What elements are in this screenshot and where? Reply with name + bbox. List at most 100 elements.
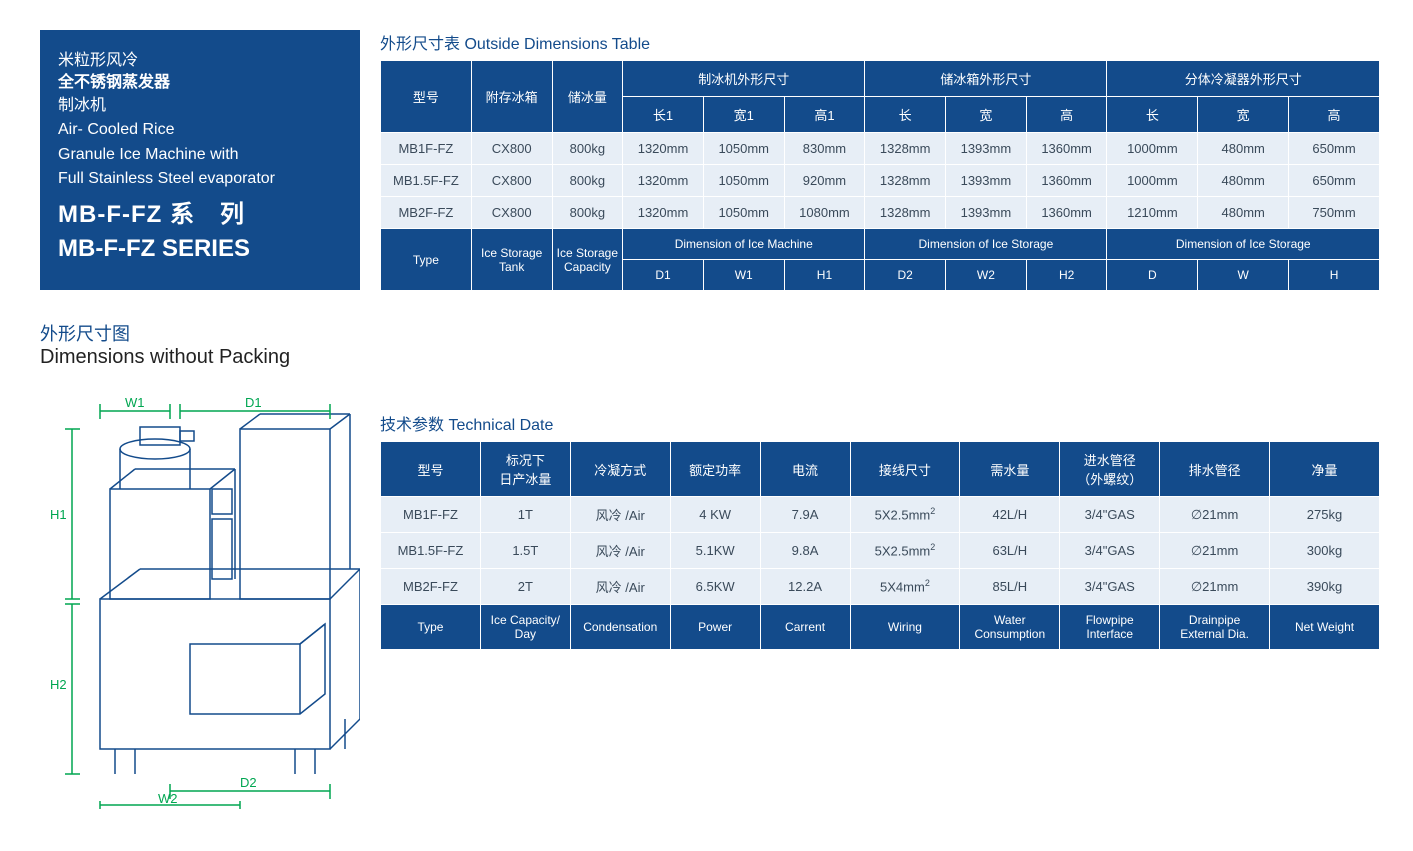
th-hc: 高 <box>1289 97 1380 133</box>
t2f-wire: Wiring <box>850 605 960 650</box>
th-type-cn: 型号 <box>381 61 472 133</box>
label-h2: H2 <box>50 677 67 692</box>
table-cell: 5X2.5mm2 <box>850 497 960 533</box>
table-cell: 5X4mm2 <box>850 569 960 605</box>
t2f-wt: Net Weight <box>1270 605 1380 650</box>
table-cell: MB1.5F-FZ <box>381 165 472 197</box>
table2-title: 技术参数 Technical Date <box>380 411 1380 435</box>
tf-cap: Ice Storage Capacity <box>552 229 623 291</box>
table-cell: 1210mm <box>1107 197 1198 229</box>
dim-title-en: Dimensions without Packing <box>40 346 360 369</box>
tf-w: W <box>1198 260 1289 291</box>
table-cell: MB2F-FZ <box>381 197 472 229</box>
table-cell: 7.9A <box>760 497 850 533</box>
table-cell: 480mm <box>1198 133 1289 165</box>
tf-d: D <box>1107 260 1198 291</box>
tf-group-cond: Dimension of Ice Storage <box>1107 229 1380 260</box>
th-wc: 宽 <box>1198 97 1289 133</box>
label-w1: W1 <box>125 395 145 410</box>
table-cell: 3/4"GAS <box>1060 497 1160 533</box>
table-cell: 650mm <box>1289 133 1380 165</box>
title-cn3: 制冰机 <box>58 95 342 117</box>
th-group-cond-cn: 分体冷凝器外形尺寸 <box>1107 61 1380 97</box>
table-cell: 1.5T <box>480 533 570 569</box>
tf-h2: H2 <box>1026 260 1107 291</box>
table-cell: ∅21mm <box>1160 533 1270 569</box>
table-cell: 300kg <box>1270 533 1380 569</box>
table-cell: 1360mm <box>1026 197 1107 229</box>
dimensions-table: 型号 附存冰箱 储冰量 制冰机外形尺寸 储冰箱外形尺寸 分体冷凝器外形尺寸 长1… <box>380 60 1380 291</box>
label-w2: W2 <box>158 791 178 806</box>
title-cn1: 米粒形风冷 <box>58 50 342 72</box>
t2h-cond: 冷凝方式 <box>570 442 670 497</box>
table1-title: 外形尺寸表 Outside Dimensions Table <box>380 30 1380 54</box>
tf-h1: H1 <box>784 260 865 291</box>
table-row: MB1.5F-FZCX800800kg1320mm1050mm920mm1328… <box>381 165 1380 197</box>
tf-w1: W1 <box>703 260 784 291</box>
table-row: MB2F-FZ2T风冷 /Air6.5KW12.2A5X4mm285L/H3/4… <box>381 569 1380 605</box>
th-cap-cn: 储冰量 <box>552 61 623 133</box>
technical-table: 型号 标况下 日产冰量 冷凝方式 额定功率 电流 接线尺寸 需水量 进水管径 （… <box>380 441 1380 650</box>
t2f-drain: Drainpipe External Dia. <box>1160 605 1270 650</box>
table-cell: 1360mm <box>1026 165 1107 197</box>
tf-group-storage: Dimension of Ice Storage <box>865 229 1107 260</box>
table-cell: CX800 <box>471 197 552 229</box>
t2f-cond: Condensation <box>570 605 670 650</box>
t2h-cur: 电流 <box>760 442 850 497</box>
table-cell: 1393mm <box>946 165 1027 197</box>
th-h: 高 <box>1026 97 1107 133</box>
t2h-type: 型号 <box>381 442 481 497</box>
title-en2: Granule Ice Machine with <box>58 144 342 166</box>
table-cell: 1T <box>480 497 570 533</box>
table-cell: ∅21mm <box>1160 497 1270 533</box>
table-cell: MB1F-FZ <box>381 497 481 533</box>
dim-title-cn: 外形尺寸图 <box>40 320 360 346</box>
table-cell: MB1F-FZ <box>381 133 472 165</box>
table-cell: 42L/H <box>960 497 1060 533</box>
table-cell: 5.1KW <box>670 533 760 569</box>
label-d2: D2 <box>240 775 257 790</box>
title-en3: Full Stainless Steel evaporator <box>58 168 342 190</box>
table-cell: 275kg <box>1270 497 1380 533</box>
table-cell: 750mm <box>1289 197 1380 229</box>
label-h1: H1 <box>50 507 67 522</box>
table-cell: 风冷 /Air <box>570 569 670 605</box>
dimension-drawing-title: 外形尺寸图 Dimensions without Packing <box>40 320 360 369</box>
table-cell: 650mm <box>1289 165 1380 197</box>
table-cell: 3/4"GAS <box>1060 533 1160 569</box>
t2h-wt: 净量 <box>1270 442 1380 497</box>
table-cell: 风冷 /Air <box>570 533 670 569</box>
left-column: 米粒形风冷 全不锈钢蒸发器 制冰机 Air- Cooled Rice Granu… <box>40 30 360 809</box>
table-cell: CX800 <box>471 133 552 165</box>
right-column: 外形尺寸表 Outside Dimensions Table 型号 附存冰箱 储… <box>380 30 1380 650</box>
table-cell: 800kg <box>552 197 623 229</box>
t2f-power: Power <box>670 605 760 650</box>
t2h-flow: 进水管径 （外螺纹） <box>1060 442 1160 497</box>
t2h-wire: 接线尺寸 <box>850 442 960 497</box>
table-cell: 1000mm <box>1107 133 1198 165</box>
dimension-diagram: W1 D1 H1 H2 D2 W2 <box>40 389 360 809</box>
table-cell: 1320mm <box>623 133 704 165</box>
table-cell: 830mm <box>784 133 865 165</box>
t2h-cap: 标况下 日产冰量 <box>480 442 570 497</box>
table-cell: 1000mm <box>1107 165 1198 197</box>
t2f-cap: Ice Capacity/ Day <box>480 605 570 650</box>
table-cell: 6.5KW <box>670 569 760 605</box>
t2h-water: 需水量 <box>960 442 1060 497</box>
table-cell: MB1.5F-FZ <box>381 533 481 569</box>
t2h-power: 额定功率 <box>670 442 760 497</box>
table-cell: 3/4"GAS <box>1060 569 1160 605</box>
table-cell: 1328mm <box>865 197 946 229</box>
table-cell: 480mm <box>1198 197 1289 229</box>
tf-type: Type <box>381 229 472 291</box>
title-cn2: 全不锈钢蒸发器 <box>58 72 342 94</box>
table-cell: 12.2A <box>760 569 850 605</box>
table-cell: 63L/H <box>960 533 1060 569</box>
tf-d2: D2 <box>865 260 946 291</box>
table-row: MB2F-FZCX800800kg1320mm1050mm1080mm1328m… <box>381 197 1380 229</box>
th-lc: 长 <box>1107 97 1198 133</box>
table-cell: 1320mm <box>623 165 704 197</box>
series-en: MB-F-FZ SERIES <box>58 232 342 266</box>
table-row: MB1F-FZCX800800kg1320mm1050mm830mm1328mm… <box>381 133 1380 165</box>
table-cell: 1328mm <box>865 165 946 197</box>
